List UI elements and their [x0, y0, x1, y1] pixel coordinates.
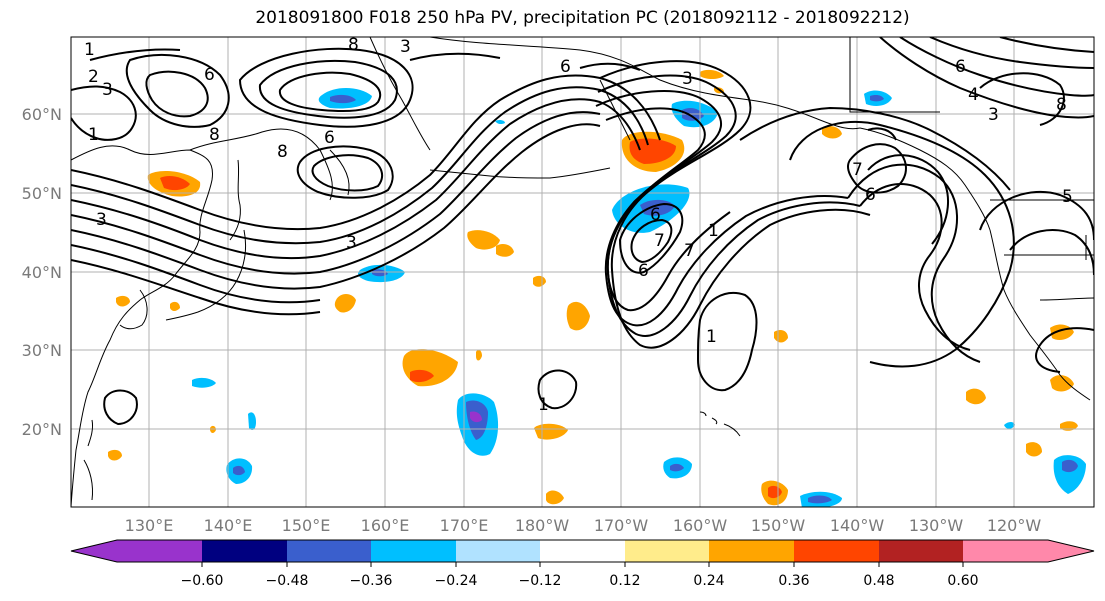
- colorbar-segment: [456, 540, 540, 562]
- latitude-labels: 60°N 50°N 40°N 30°N 20°N: [22, 105, 62, 439]
- contour-label: 7: [654, 231, 665, 251]
- colorbar-tick-label: −0.24: [435, 573, 478, 589]
- colorbar-segment: [202, 540, 287, 562]
- contour-label: 4: [968, 85, 979, 105]
- contour-label: 1: [538, 395, 549, 415]
- contour-label: 1: [708, 221, 719, 241]
- lon-label-170w: 170°W: [594, 516, 649, 535]
- lat-label-20n: 20°N: [22, 420, 62, 439]
- colorbar-segment: [879, 540, 963, 562]
- contour-label: 2: [88, 67, 99, 87]
- contour-label: 3: [988, 105, 999, 125]
- contour-label: 3: [96, 210, 107, 230]
- colorbar-segment: [287, 540, 371, 562]
- contour-label: 8: [1056, 95, 1067, 115]
- contour-label: 1: [706, 327, 717, 347]
- colorbar-segment: [794, 540, 879, 562]
- colorbar-segment: [540, 540, 625, 562]
- lat-label-40n: 40°N: [22, 263, 62, 282]
- colorbar-tick-label: 0.60: [947, 573, 978, 589]
- colorbar-tick-label: −0.48: [266, 573, 309, 589]
- colorbar: −0.60 −0.48 −0.36 −0.24 −0.12 0.12 0.24 …: [70, 539, 1095, 589]
- contour-label: 8: [209, 125, 220, 145]
- lon-label-180w: 180°W: [515, 516, 570, 535]
- contour-label: 3: [102, 80, 113, 100]
- contour-label: 6: [560, 57, 571, 77]
- longitude-labels: 130°E 140°E 150°E 160°E 170°E 180°W 170°…: [125, 516, 1042, 535]
- contour-label: 5: [1062, 187, 1073, 207]
- contour-label: 8: [348, 35, 359, 55]
- colorbar-tick-label: 0.36: [778, 573, 809, 589]
- contour-label: 3: [682, 69, 693, 89]
- colorbar-tick-label: 0.24: [693, 573, 724, 589]
- lon-label-170e: 170°E: [440, 516, 489, 535]
- contour-label: 8: [277, 142, 288, 162]
- contour-label: 6: [955, 57, 966, 77]
- lon-label-130w: 130°W: [909, 516, 964, 535]
- contour-label: 7: [684, 241, 695, 261]
- lat-label-30n: 30°N: [22, 341, 62, 360]
- lon-label-140w: 140°W: [830, 516, 885, 535]
- contour-label: 3: [400, 37, 411, 57]
- contour-label: 6: [324, 128, 335, 148]
- colorbar-segment: [117, 540, 202, 562]
- colorbar-tick-label: −0.12: [519, 573, 562, 589]
- lat-label-50n: 50°N: [22, 184, 62, 203]
- map-border: [70, 36, 1095, 508]
- colorbar-tick-label: 0.48: [863, 573, 894, 589]
- contour-label: 6: [865, 185, 876, 205]
- gridlines: [71, 37, 1094, 507]
- contour-labels: 8 8 6 8 6 3 3 2 3 1 3 6 7 7 6 1 1 6 7 1 …: [84, 35, 1073, 415]
- colorbar-segment: [963, 540, 1048, 562]
- lon-label-150e: 150°E: [282, 516, 331, 535]
- contour-label: 6: [638, 261, 649, 281]
- colorbar-segment: [71, 540, 117, 562]
- lon-label-150w: 150°W: [751, 516, 806, 535]
- colorbar-tick-label: −0.36: [350, 573, 393, 589]
- lon-label-120w: 120°W: [987, 516, 1042, 535]
- colorbar-outline: [70, 539, 1095, 563]
- contour-label: 1: [84, 40, 95, 60]
- lon-label-160w: 160°W: [673, 516, 728, 535]
- lon-label-140e: 140°E: [204, 516, 253, 535]
- lon-label-130e: 130°E: [125, 516, 174, 535]
- contour-label: 6: [650, 205, 661, 225]
- lat-label-60n: 60°N: [22, 105, 62, 124]
- colorbar-segment: [625, 540, 709, 562]
- contour-label: 7: [852, 160, 863, 180]
- map-title: 2018091800 F018 250 hPa PV, precipitatio…: [255, 8, 910, 28]
- colorbar-segment: [371, 540, 456, 562]
- colorbar-tick-label: −0.60: [181, 573, 224, 589]
- lon-label-160e: 160°E: [361, 516, 410, 535]
- colorbar-tick-label: 0.12: [609, 573, 640, 589]
- colorbar-segment: [1048, 540, 1094, 562]
- pv-contours: [71, 37, 1094, 426]
- contour-label: 1: [88, 125, 99, 145]
- contour-label: 6: [204, 65, 215, 85]
- contour-label: 3: [346, 233, 357, 253]
- colorbar-segment: [709, 540, 794, 562]
